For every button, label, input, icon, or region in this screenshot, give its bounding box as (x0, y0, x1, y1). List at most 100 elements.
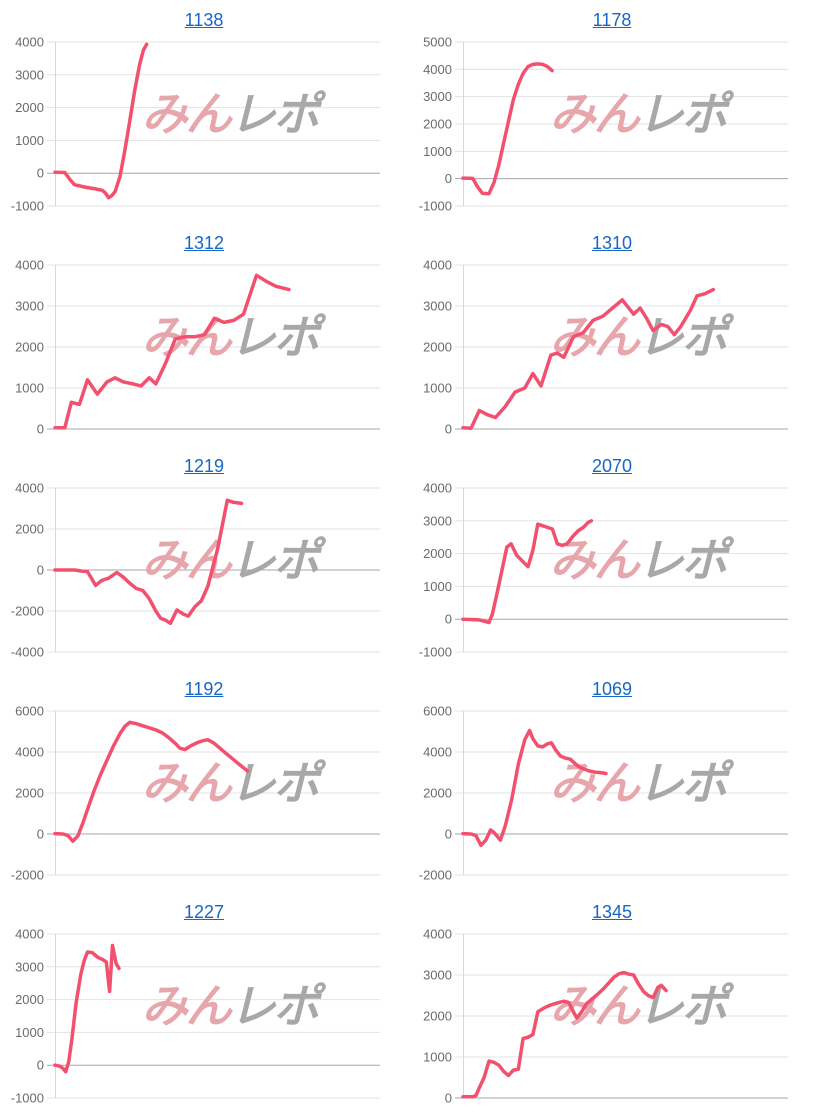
chart-title: 1345 (408, 892, 816, 926)
y-tick-label: 4000 (15, 927, 44, 942)
y-tick-label: 0 (445, 171, 452, 186)
watermark-right-text: レポ (227, 89, 328, 140)
watermark: みんレポ (139, 312, 328, 363)
chart-link[interactable]: 1227 (183, 902, 225, 922)
watermark-left-text: みん (139, 758, 241, 809)
series-line (461, 287, 716, 430)
chart-plot: 6000 4000 2000 0 -2000 みんレポ (0, 703, 408, 892)
y-tick-label: 2000 (15, 340, 44, 355)
watermark-logo: みんレポ (139, 312, 328, 363)
y-tick-label: 4000 (15, 258, 44, 273)
y-tick-label: 0 (445, 1091, 452, 1106)
watermark: みんレポ (547, 758, 736, 809)
watermark-left-text: みん (139, 981, 241, 1032)
watermark-logo: みんレポ (547, 535, 736, 586)
y-tick-label: 1000 (423, 381, 452, 396)
chart-title: 1138 (0, 0, 408, 34)
chart-title: 1227 (0, 892, 408, 926)
y-tick-label: 2000 (423, 786, 452, 801)
chart-link[interactable]: 1345 (591, 902, 633, 922)
chart-canvas: 4000 2000 0 -2000 -4000 みんレポ (11, 481, 380, 660)
series-line (53, 42, 149, 200)
watermark-logo: みんレポ (547, 89, 736, 140)
y-tick-label: 5000 (423, 35, 452, 50)
chart-plot: 4000 3000 2000 1000 0 みんレポ (0, 257, 408, 446)
chart-plot: 4000 3000 2000 1000 0 -1000 みんレポ (0, 926, 408, 1115)
chart-plot: 4000 3000 2000 1000 0 みんレポ (408, 926, 816, 1115)
chart-link[interactable]: 1219 (183, 456, 225, 476)
series-line (461, 519, 594, 625)
y-tick-label: 4000 (423, 481, 452, 496)
chart-link[interactable]: 1138 (184, 10, 224, 30)
watermark-logo: みんレポ (547, 758, 736, 809)
y-tick-label: -1000 (419, 645, 452, 660)
watermark-left-text: みん (139, 535, 241, 586)
y-tick-label: 1000 (423, 144, 452, 159)
chart-canvas: 6000 4000 2000 0 -2000 みんレポ (11, 704, 380, 883)
y-tick-label: 3000 (15, 299, 44, 314)
series-line (461, 728, 608, 848)
watermark-left-text: みん (547, 89, 649, 140)
y-tick-label: 0 (445, 612, 452, 627)
chart-link[interactable]: 2070 (591, 456, 633, 476)
y-tick-label: 1000 (423, 1050, 452, 1065)
chart-cell: 1178 5000 4000 3000 2000 1000 0 -1000 みんレポ (408, 0, 816, 223)
chart-link[interactable]: 1192 (184, 679, 224, 699)
chart-cell: 2070 4000 3000 2000 1000 0 -1000 みんレポ (408, 446, 816, 669)
watermark-logo: みんレポ (547, 981, 736, 1032)
y-tick-label: 0 (37, 563, 44, 578)
chart-cell: 1219 4000 2000 0 -2000 -4000 みんレポ (0, 446, 408, 669)
y-tick-label: 3000 (15, 67, 44, 82)
watermark-left-text: みん (547, 981, 649, 1032)
y-tick-label: -1000 (11, 199, 44, 214)
y-tick-label: 6000 (15, 704, 44, 719)
chart-title: 1219 (0, 446, 408, 480)
y-tick-label: 4000 (423, 927, 452, 942)
chart-link[interactable]: 1178 (592, 10, 632, 30)
watermark: みんレポ (139, 981, 328, 1032)
chart-canvas: 5000 4000 3000 2000 1000 0 -1000 みんレポ (419, 35, 788, 214)
chart-link[interactable]: 1310 (591, 233, 633, 253)
watermark-right-text: レポ (635, 758, 736, 809)
series-line (53, 273, 291, 430)
watermark-right-text: レポ (227, 312, 328, 363)
y-tick-label: 4000 (423, 745, 452, 760)
watermark-logo: みんレポ (139, 535, 328, 586)
chart-canvas: 6000 4000 2000 0 -2000 みんレポ (419, 704, 788, 883)
chart-link[interactable]: 1069 (591, 679, 633, 699)
watermark: みんレポ (547, 89, 736, 140)
chart-title: 1310 (408, 223, 816, 257)
y-tick-label: -2000 (419, 868, 452, 883)
watermark: みんレポ (139, 758, 328, 809)
chart-cell: 1192 6000 4000 2000 0 -2000 みんレポ (0, 669, 408, 892)
chart-cell: 1069 6000 4000 2000 0 -2000 みんレポ (408, 669, 816, 892)
chart-cell: 1138 4000 3000 2000 1000 0 -1000 みんレポ (0, 0, 408, 223)
y-tick-label: 4000 (15, 481, 44, 496)
y-tick-label: 4000 (15, 35, 44, 50)
watermark-logo: みんレポ (139, 981, 328, 1032)
chart-cell: 1312 4000 3000 2000 1000 0 みんレポ (0, 223, 408, 446)
chart-link[interactable]: 1312 (183, 233, 225, 253)
y-tick-label: 2000 (423, 117, 452, 132)
chart-title: 1312 (0, 223, 408, 257)
y-tick-label: -1000 (419, 199, 452, 214)
watermark-right-text: レポ (227, 535, 328, 586)
y-tick-label: 0 (37, 1058, 44, 1073)
watermark-left-text: みん (547, 535, 649, 586)
series-line (53, 720, 250, 843)
watermark-right-text: レポ (227, 981, 328, 1032)
watermark-logo: みんレポ (139, 89, 328, 140)
watermark: みんレポ (139, 535, 328, 586)
y-tick-label: 1000 (423, 579, 452, 594)
chart-cell: 1227 4000 3000 2000 1000 0 -1000 みんレポ (0, 892, 408, 1115)
watermark: みんレポ (547, 535, 736, 586)
watermark-left-text: みん (139, 89, 241, 140)
y-tick-label: 0 (445, 422, 452, 437)
chart-plot: 4000 2000 0 -2000 -4000 みんレポ (0, 480, 408, 669)
series-line (53, 943, 121, 1074)
